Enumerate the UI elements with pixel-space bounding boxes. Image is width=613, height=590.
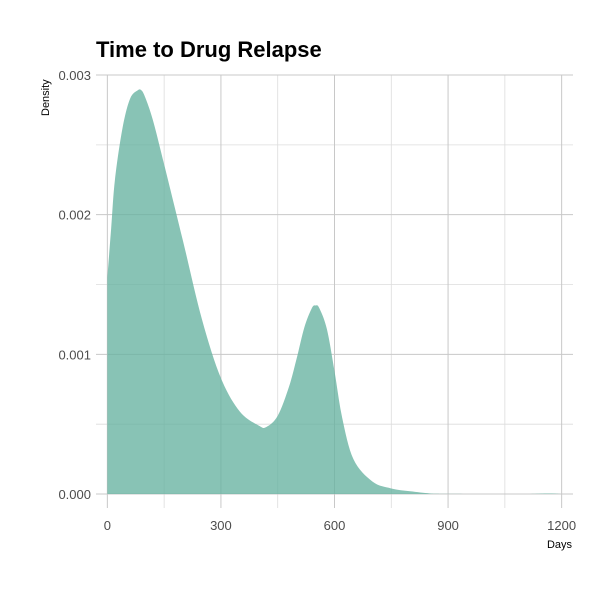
- chart-title: Time to Drug Relapse: [96, 37, 322, 62]
- x-tick-label: 1200: [547, 518, 576, 533]
- y-tick-label: 0.000: [58, 487, 91, 502]
- tick-labels: 0 300 600 900 1200 0.000 0.001 0.002 0.003: [58, 68, 576, 533]
- density-area: [107, 89, 562, 495]
- y-tick-label: 0.001: [58, 347, 91, 362]
- density-area-layer: [107, 89, 562, 495]
- y-tick-label: 0.002: [58, 208, 91, 223]
- x-tick-label: 600: [324, 518, 346, 533]
- x-tick-label: 900: [437, 518, 459, 533]
- x-axis-label: Days: [547, 539, 573, 551]
- x-tick-label: 300: [210, 518, 232, 533]
- y-tick-label: 0.003: [58, 68, 91, 83]
- y-axis-label: Density: [40, 79, 52, 116]
- x-tick-label: 0: [104, 518, 111, 533]
